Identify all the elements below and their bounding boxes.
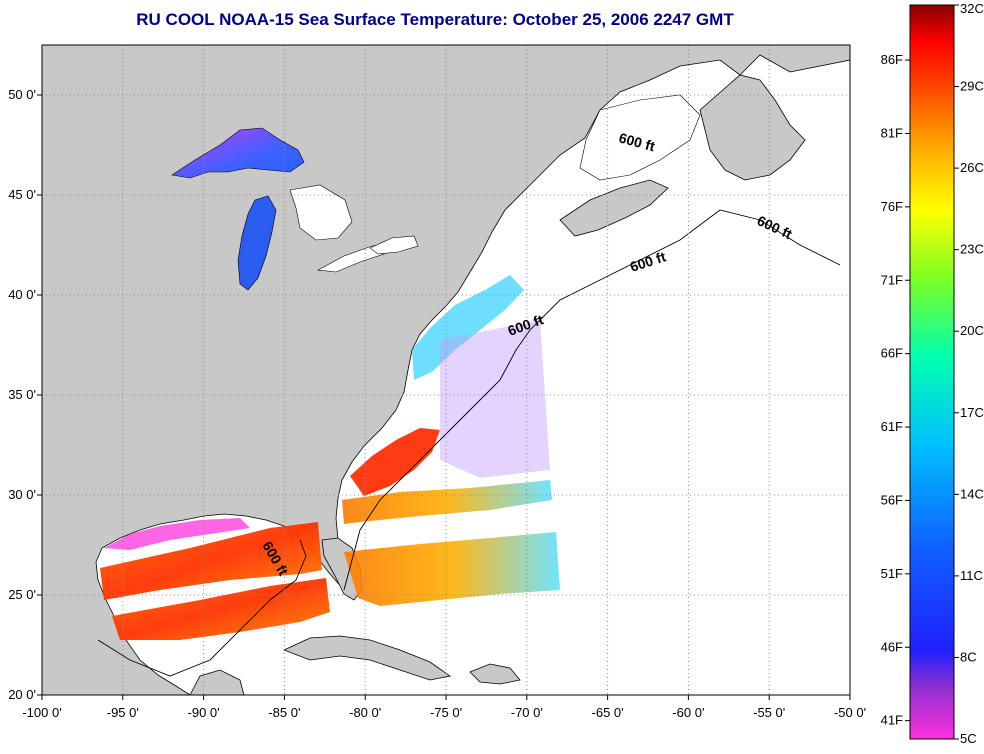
- latitude-tick-label: 35 0': [8, 387, 36, 402]
- sst-swaths: [100, 275, 560, 640]
- colorbar-f-label: 66F: [881, 346, 903, 361]
- longitude-tick-label: -90 0': [188, 705, 220, 720]
- lake-superior: [171, 127, 305, 179]
- sst-swath-atlantic-north: [342, 480, 552, 524]
- lake-huron: [289, 184, 353, 241]
- colorbar-c-label: 32C: [960, 1, 984, 16]
- latitude-tick-label: 40 0': [8, 287, 36, 302]
- sst-shelf-northeast: [412, 275, 524, 380]
- sst-gulf-stream: [350, 428, 440, 496]
- colorbar-c-label: 23C: [960, 242, 984, 257]
- latitude-tick-label: 20 0': [8, 687, 36, 702]
- colorbar-f-label: 61F: [881, 419, 903, 434]
- sst-scatter-offshore: [440, 320, 550, 478]
- colorbar-f-label: 51F: [881, 566, 903, 581]
- colorbar-f-label: 56F: [881, 492, 903, 507]
- longitude-tick-label: -100 0': [22, 705, 61, 720]
- colorbar-c-label: 8C: [960, 649, 977, 664]
- colorbar-f-label: 41F: [881, 713, 903, 728]
- longitude-tick-label: -55 0': [753, 705, 785, 720]
- longitude-labels: -100 0' -95 0' -90 0' -85 0' -80 0' -75 0' -70…: [22, 705, 866, 720]
- colorbar-c-label: 29C: [960, 79, 984, 94]
- latitude-tick-label: 30 0': [8, 487, 36, 502]
- land-cuba: [282, 635, 451, 681]
- colorbar-c-label: 20C: [960, 323, 984, 338]
- longitude-tick-label: -80 0': [349, 705, 381, 720]
- colorbar-c-label: 11C: [960, 568, 983, 583]
- lake-ontario: [369, 235, 419, 255]
- longitude-tick-label: -75 0': [430, 705, 462, 720]
- colorbar-f-label: 71F: [881, 272, 903, 287]
- colorbar-f-label: 76F: [881, 199, 903, 214]
- latitude-tick-label: 50 0': [8, 87, 36, 102]
- sst-gulf-coast-cold: [104, 518, 250, 550]
- colorbar-c-label: 26C: [960, 160, 984, 175]
- colorbar-c-label: 17C: [960, 405, 984, 420]
- longitude-tick-label: -60 0': [672, 705, 704, 720]
- isobath-600ft: [97, 209, 841, 677]
- lake-michigan: [237, 195, 277, 291]
- sst-swath-gulf-north: [100, 522, 322, 600]
- longitude-tick-label: -95 0': [107, 705, 139, 720]
- map-frame: [41, 44, 851, 696]
- latitude-tick-label: 25 0': [8, 587, 36, 602]
- longitude-tick-label: -65 0': [592, 705, 624, 720]
- land-newfoundland: [699, 74, 806, 181]
- sst-swath-gulf-south: [112, 578, 330, 640]
- colorbar-celsius-labels: 32C 29C 26C 23C 20C 17C 14C 11C 8C 5C: [954, 1, 984, 746]
- colorbar: [909, 4, 955, 740]
- latitude-labels: 50 0' 45 0' 40 0' 35 0' 30 0' 25 0' 20 0': [8, 87, 36, 702]
- colorbar-c-label: 14C: [960, 486, 984, 501]
- longitude-tick-label: -70 0': [511, 705, 543, 720]
- latitude-tick-label: 45 0': [8, 187, 36, 202]
- gulf-st-lawrence: [579, 94, 701, 181]
- longitude-tick-label: -50 0': [834, 705, 866, 720]
- map-title: RU COOL NOAA-15 Sea Surface Temperature:…: [136, 10, 734, 29]
- colorbar-f-label: 81F: [881, 125, 903, 140]
- land-hispaniola: [469, 663, 521, 685]
- sst-swath-atlantic-south: [344, 532, 560, 606]
- colorbar-f-label: 86F: [881, 52, 903, 67]
- longitude-tick-label: -85 0': [268, 705, 300, 720]
- land-nova-scotia: [559, 179, 669, 237]
- colorbar-fahrenheit-labels: 86F 81F 76F 71F 66F 61F 56F 51F 46F 41F: [881, 52, 910, 728]
- colorbar-f-label: 46F: [881, 639, 903, 654]
- colorbar-c-label: 5C: [960, 731, 977, 746]
